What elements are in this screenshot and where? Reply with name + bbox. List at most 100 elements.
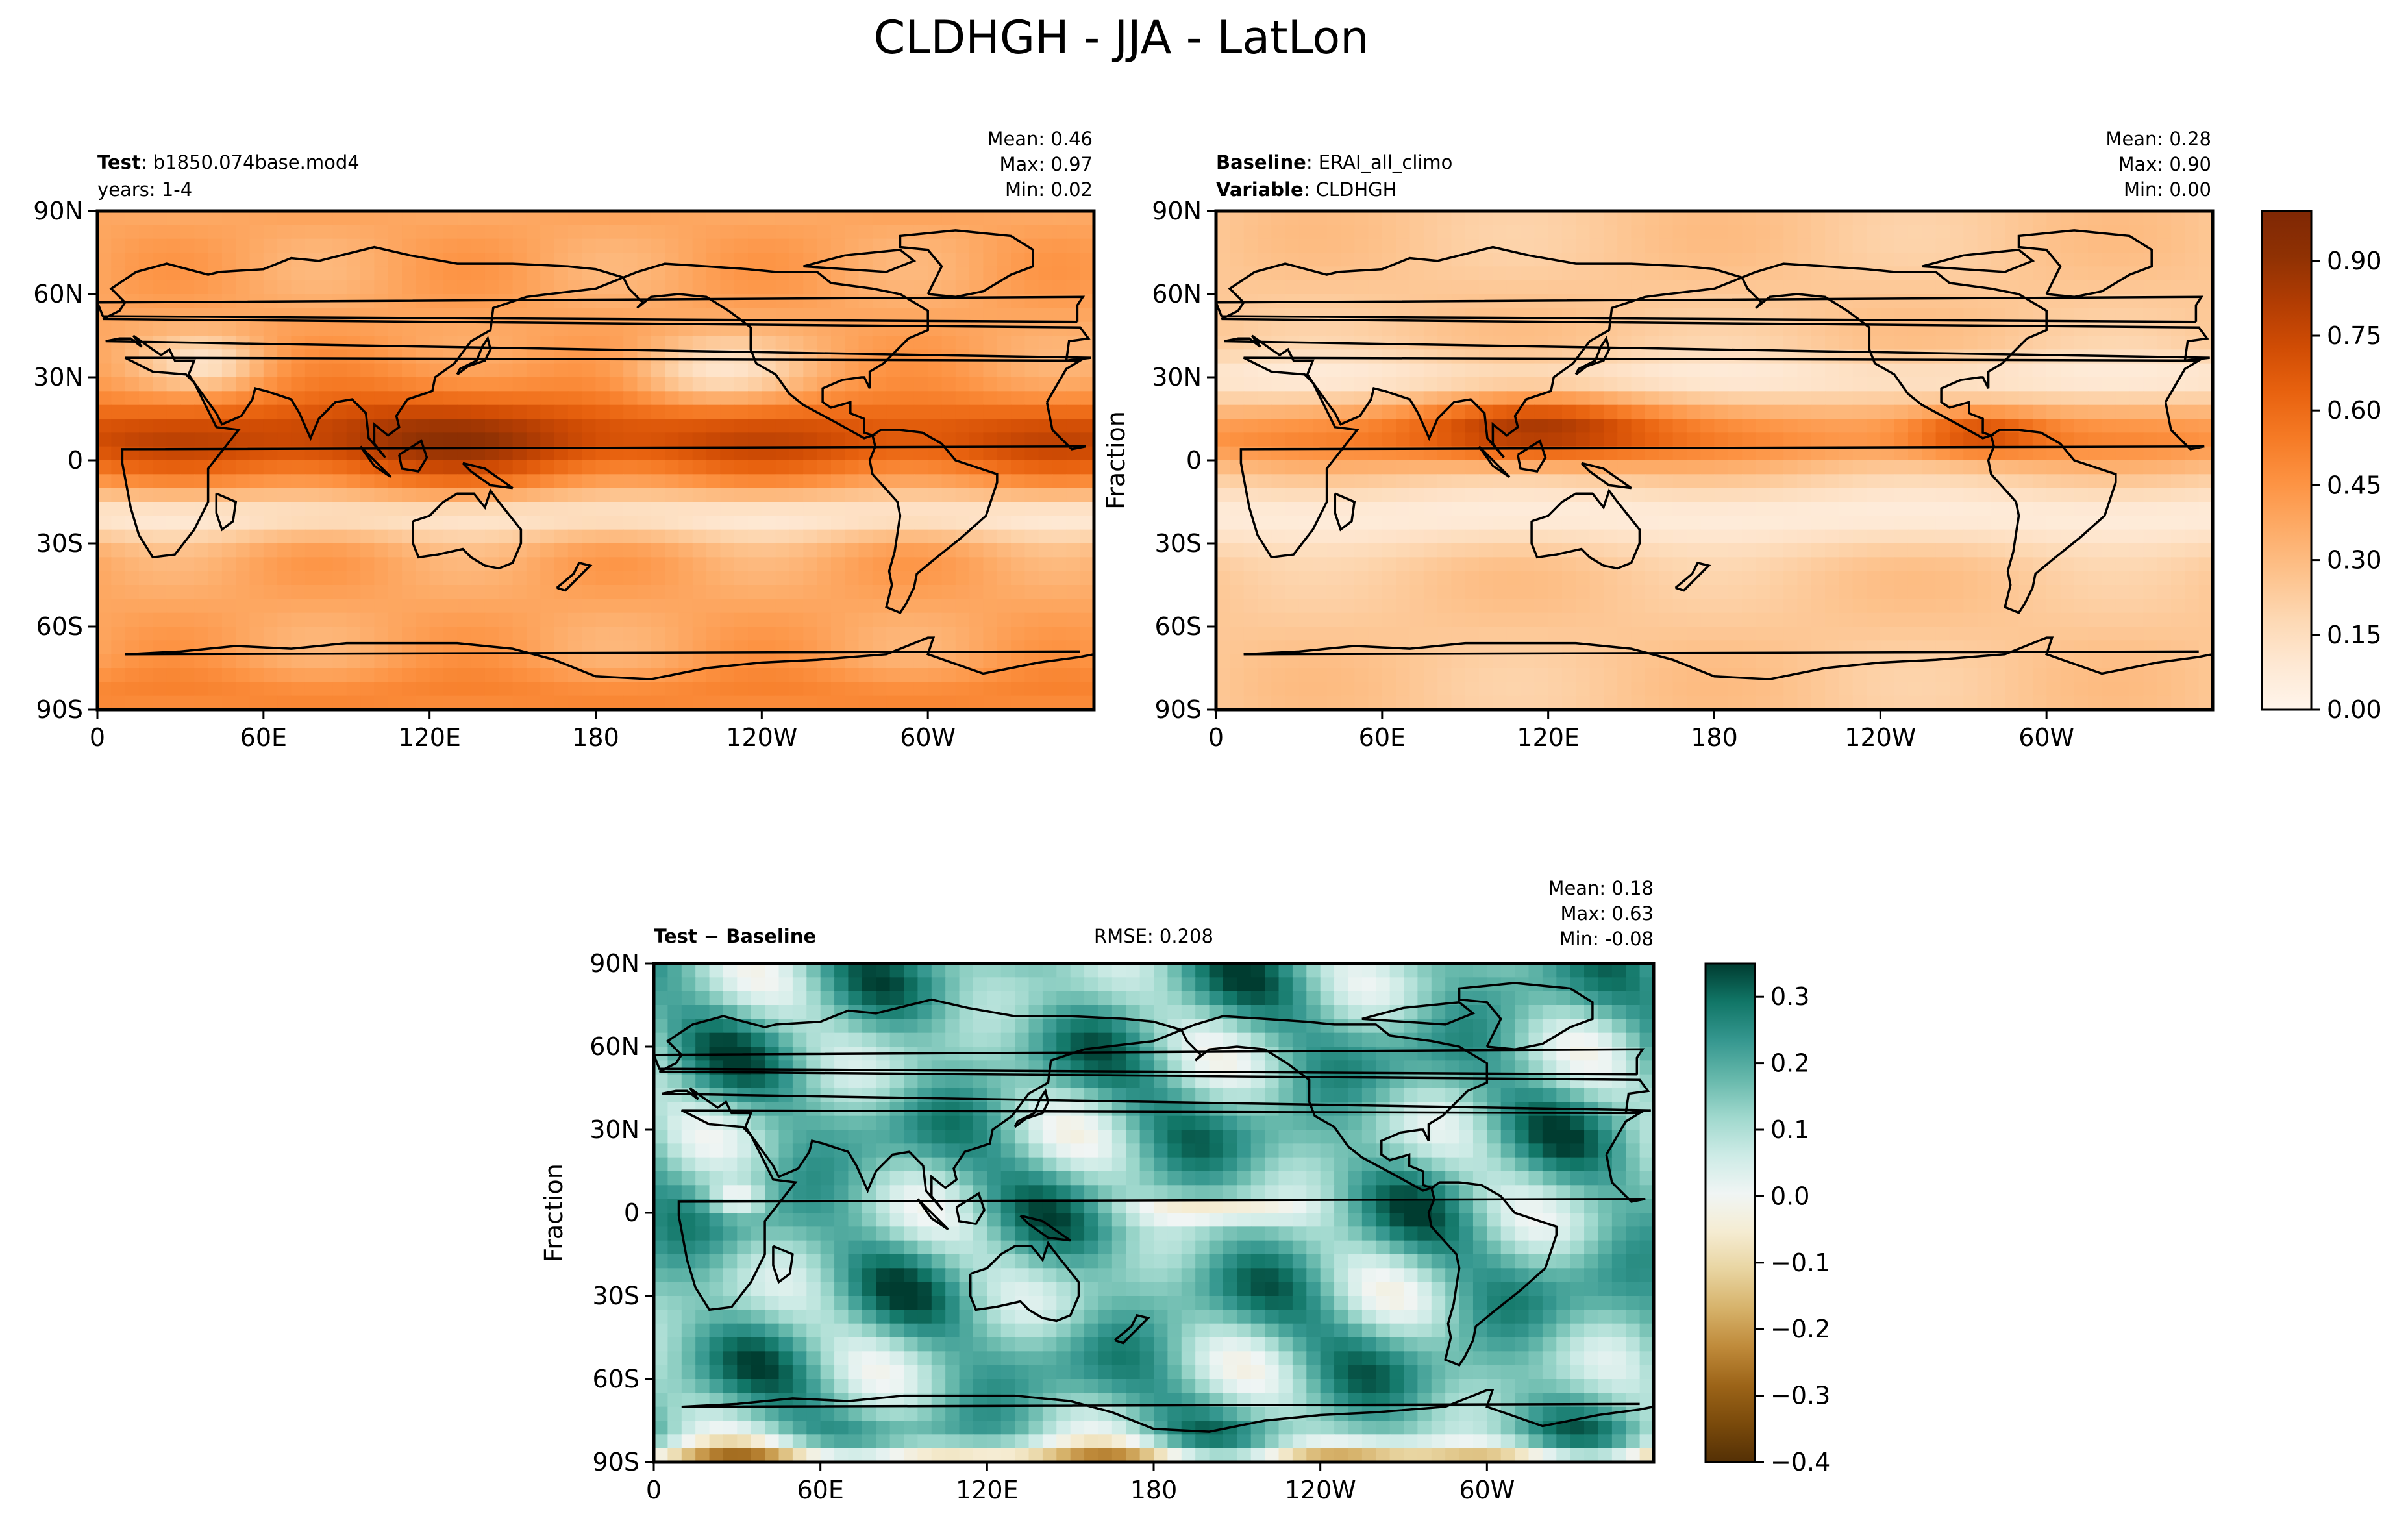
field-cell bbox=[277, 460, 292, 475]
field-cell bbox=[1024, 377, 1039, 392]
field-cell bbox=[360, 585, 375, 600]
field-cell bbox=[249, 280, 264, 295]
field-cell bbox=[526, 668, 541, 683]
field-cell bbox=[1589, 627, 1604, 641]
field-cell bbox=[2074, 363, 2089, 378]
field-cell bbox=[97, 404, 112, 419]
field-cell bbox=[526, 266, 541, 281]
field-cell bbox=[803, 377, 818, 392]
field-cell bbox=[1907, 280, 1923, 295]
field-cell bbox=[1493, 488, 1508, 503]
field-cell bbox=[1479, 363, 1494, 378]
field-cell bbox=[1797, 280, 1812, 295]
field-cell bbox=[319, 377, 334, 392]
field-cell bbox=[374, 404, 389, 419]
field-cell bbox=[983, 377, 998, 392]
field-cell bbox=[263, 502, 278, 517]
field-cell bbox=[249, 585, 264, 600]
field-cell bbox=[2074, 391, 2089, 406]
field-cell bbox=[582, 349, 597, 364]
field-cell bbox=[1451, 432, 1466, 447]
field-cell bbox=[1230, 585, 1245, 600]
field-cell bbox=[304, 419, 319, 434]
field-cell bbox=[1024, 557, 1039, 572]
field-cell bbox=[928, 377, 943, 392]
field-cell bbox=[1313, 640, 1328, 655]
field-cell bbox=[249, 571, 264, 586]
field-cell bbox=[1991, 266, 2006, 281]
field-cell bbox=[540, 321, 555, 336]
field-cell bbox=[1603, 502, 1619, 517]
field-cell bbox=[1839, 585, 1854, 600]
field-cell bbox=[2102, 336, 2116, 351]
field-cell bbox=[637, 363, 652, 378]
field-cell bbox=[1243, 557, 1258, 572]
field-cell bbox=[1437, 419, 1452, 434]
field-cell bbox=[1589, 280, 1604, 295]
field-cell bbox=[1631, 529, 1646, 544]
field-cell bbox=[1437, 349, 1452, 364]
field-cell bbox=[803, 308, 818, 323]
field-cell bbox=[499, 612, 514, 627]
field-cell bbox=[1922, 280, 1937, 295]
field-cell bbox=[526, 695, 541, 710]
field-cell bbox=[955, 585, 970, 600]
field-cell bbox=[457, 529, 472, 544]
field-cell bbox=[1603, 529, 1619, 544]
field-cell bbox=[499, 363, 514, 378]
field-cell bbox=[1867, 404, 1881, 419]
field-cell bbox=[443, 627, 458, 641]
x-tick-label: 120W bbox=[726, 723, 797, 752]
field-cell bbox=[692, 266, 707, 281]
field-cell bbox=[1756, 391, 1770, 406]
field-cell bbox=[706, 446, 721, 461]
field-cell bbox=[1437, 612, 1452, 627]
field-cell bbox=[1672, 253, 1687, 267]
field-cell bbox=[1230, 474, 1245, 489]
field-cell bbox=[1451, 321, 1466, 336]
field-cell bbox=[582, 571, 597, 586]
field-cell bbox=[319, 599, 334, 614]
field-cell bbox=[1867, 516, 1881, 530]
field-cell bbox=[346, 612, 361, 627]
field-cell bbox=[567, 474, 582, 489]
field-cell bbox=[941, 571, 956, 586]
field-cell bbox=[263, 557, 278, 572]
field-cell bbox=[1521, 502, 1535, 517]
field-cell bbox=[1714, 432, 1729, 447]
field-cell bbox=[609, 529, 624, 544]
field-cell bbox=[402, 419, 417, 434]
field-cell bbox=[263, 446, 278, 461]
field-cell bbox=[2129, 321, 2144, 336]
field-cell bbox=[1991, 571, 2006, 586]
field-cell bbox=[1783, 460, 1798, 475]
field-cell bbox=[997, 377, 1012, 392]
field-cell bbox=[236, 668, 251, 683]
field-cell bbox=[1243, 543, 1258, 558]
field-cell bbox=[153, 599, 168, 614]
field-cell bbox=[346, 349, 361, 364]
field-cell bbox=[1011, 599, 1026, 614]
field-cell bbox=[2129, 516, 2144, 530]
field-cell bbox=[1340, 557, 1355, 572]
field-cell bbox=[2102, 599, 2116, 614]
field-cell bbox=[180, 488, 195, 503]
field-cell bbox=[1880, 585, 1895, 600]
field-cell bbox=[1340, 321, 1355, 336]
field-cell bbox=[1756, 543, 1770, 558]
field-cell bbox=[1700, 460, 1715, 475]
field-cell bbox=[194, 654, 209, 669]
field-cell bbox=[1396, 599, 1411, 614]
field-cell bbox=[872, 238, 887, 253]
field-cell bbox=[1271, 321, 1286, 336]
field-cell bbox=[540, 682, 555, 697]
field-cell bbox=[402, 321, 417, 336]
field-cell bbox=[1935, 488, 1950, 503]
coastline bbox=[398, 439, 428, 473]
field-cell bbox=[706, 654, 721, 669]
field-cell bbox=[1672, 543, 1687, 558]
field-cell bbox=[1617, 585, 1632, 600]
field-cell bbox=[1080, 557, 1094, 572]
field-cell bbox=[263, 266, 278, 281]
